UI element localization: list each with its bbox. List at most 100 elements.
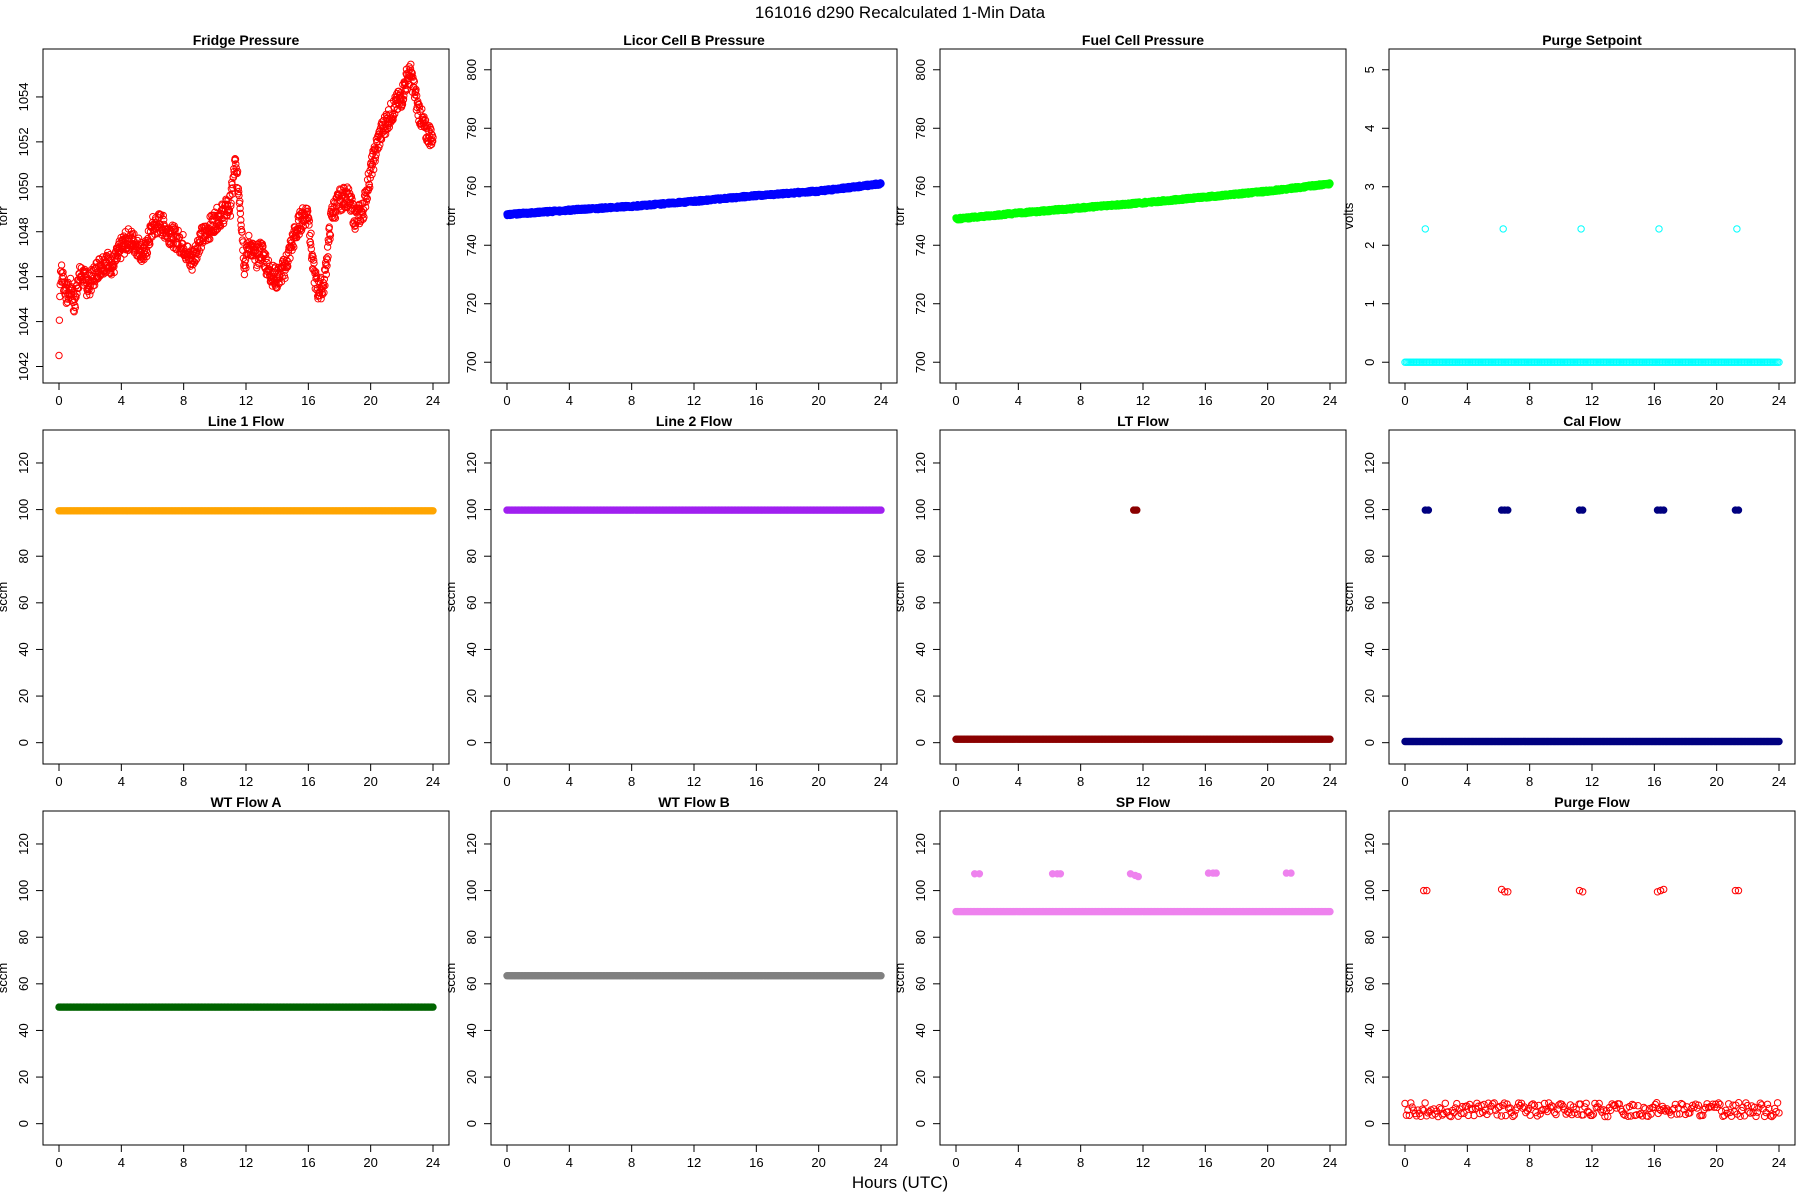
chart-fridge-pressure-y-axis-label: torr: [0, 206, 10, 226]
chart-fridge-pressure-point: [307, 241, 315, 249]
chart-fridge-pressure-point: [310, 256, 318, 264]
chart-line-2-flow-y-axis-label: sccm: [443, 582, 458, 612]
chart-fridge-pressure-x-tick-label: 16: [301, 393, 315, 408]
chart-cal-flow-y-tick-label: 0: [1362, 739, 1377, 746]
chart-line-2-flow-y-tick-label: 120: [464, 452, 479, 474]
chart-wt-flow-a-y-tick-label: 120: [16, 833, 31, 855]
figure-x-axis-label: Hours (UTC): [852, 1173, 948, 1192]
chart-fridge-pressure-point: [415, 103, 424, 111]
chart-fridge-pressure-point: [320, 289, 328, 297]
chart-fridge-pressure-point: [307, 229, 315, 238]
chart-lt-flow-event-point: [1133, 506, 1141, 514]
chart-fridge-pressure-x-tick-label: 8: [180, 393, 187, 408]
chart-fridge-pressure-point: [242, 250, 250, 259]
chart-fuel-cell-pressure-point: [1326, 180, 1334, 188]
chart-line-2-flow-y-tick-label: 80: [464, 549, 479, 563]
chart-lt-flow-x-tick-label: 12: [1136, 774, 1150, 789]
chart-fuel-cell-pressure-x-tick-label: 4: [1015, 393, 1022, 408]
chart-line-1-flow-y-tick-label: 40: [16, 642, 31, 656]
chart-fridge-pressure-point: [179, 231, 187, 239]
chart-cal-flow-event-point: [1579, 506, 1587, 514]
chart-fridge-pressure-point: [146, 240, 154, 249]
chart-cal-flow-y-axis-label: sccm: [1341, 582, 1356, 612]
chart-fridge-pressure-point: [301, 221, 310, 229]
chart-fridge-pressure-point: [371, 157, 379, 166]
chart-wt-flow-a-y-tick-label: 60: [16, 977, 31, 991]
chart-purge-setpoint-y-tick-label: 5: [1362, 66, 1377, 73]
chart-licor-cell-b-pressure-x-tick-label: 24: [874, 393, 888, 408]
chart-fridge-pressure-point: [360, 213, 368, 221]
chart-fridge-pressure-point: [197, 244, 206, 252]
chart-licor-cell-b-pressure-x-tick-label: 20: [811, 393, 825, 408]
chart-purge-setpoint-x-tick-label: 4: [1464, 393, 1471, 408]
chart-cal-flow-x-tick-label: 24: [1772, 774, 1786, 789]
chart-fridge-pressure-point: [232, 164, 240, 172]
chart-fridge-pressure-point: [287, 243, 296, 251]
chart-fuel-cell-pressure-x-tick-label: 24: [1323, 393, 1337, 408]
chart-fridge-pressure-point: [381, 130, 390, 138]
chart-line-1-flow-x-tick-label: 20: [363, 774, 377, 789]
chart-fridge-pressure-point: [227, 199, 235, 207]
chart-fridge-pressure-point: [145, 241, 153, 249]
chart-cal-flow-event-point: [1660, 506, 1668, 514]
chart-fridge-pressure-point: [306, 238, 314, 246]
chart-licor-cell-b-pressure-y-tick-label: 780: [464, 117, 479, 139]
chart-fridge-pressure-point: [284, 262, 292, 271]
chart-licor-cell-b-pressure-x-tick-label: 0: [503, 393, 510, 408]
chart-fuel-cell-pressure-x-tick-label: 0: [952, 393, 959, 408]
chart-fridge-pressure-point: [323, 256, 331, 264]
chart-wt-flow-a-y-tick-label: 40: [16, 1023, 31, 1037]
chart-fridge-pressure-point: [343, 183, 351, 191]
chart-fuel-cell-pressure-y-tick-label: 800: [913, 59, 928, 81]
chart-fridge-pressure-point: [325, 223, 333, 231]
chart-fridge-pressure-point: [348, 195, 356, 204]
chart-lt-flow-y-axis-label: sccm: [892, 582, 907, 612]
chart-line-1-flow-y-tick-label: 60: [16, 596, 31, 610]
chart-fridge-pressure-point: [321, 281, 329, 290]
chart-fridge-pressure-point: [242, 264, 250, 272]
chart-cal-flow-y-tick-label: 60: [1362, 596, 1377, 610]
chart-cal-flow-y-tick-label: 20: [1362, 689, 1377, 703]
chart-fridge-pressure-point: [253, 264, 261, 272]
chart-licor-cell-b-pressure-x-tick-label: 16: [749, 393, 763, 408]
chart-fuel-cell-pressure-y-tick-label: 780: [913, 117, 928, 139]
chart-fridge-pressure-point: [312, 275, 320, 283]
chart-fridge-pressure-x-tick-label: 12: [239, 393, 253, 408]
chart-line-1-flow-x-tick-label: 12: [239, 774, 253, 789]
chart-fridge-pressure-point: [234, 184, 243, 193]
chart-fridge-pressure-point: [427, 140, 436, 149]
chart-fuel-cell-pressure-y-tick-label: 720: [913, 293, 928, 315]
chart-fridge-pressure-point: [238, 228, 246, 236]
chart-cal-flow-event-point: [1424, 506, 1433, 514]
chart-fridge-pressure-point: [59, 268, 67, 276]
chart-line-1-flow-x-tick-label: 16: [301, 774, 315, 789]
chart-purge-setpoint-title: Purge Setpoint: [1542, 32, 1642, 48]
chart-purge-setpoint-x-tick-label: 24: [1772, 393, 1786, 408]
chart-fridge-pressure-point: [289, 241, 297, 250]
chart-licor-cell-b-pressure-y-axis-label: torr: [443, 206, 458, 226]
chart-purge-setpoint-y-axis-label: volts: [1341, 202, 1356, 229]
chart-cal-flow-x-tick-label: 8: [1526, 774, 1533, 789]
chart-fridge-pressure-point: [365, 181, 373, 189]
chart-purge-setpoint-y-tick-label: 1: [1362, 300, 1377, 307]
chart-fridge-pressure-point: [176, 244, 185, 252]
chart-wt-flow-a-y-tick-label: 0: [16, 1120, 31, 1127]
chart-fridge-pressure-point: [137, 241, 145, 249]
chart-cal-flow-event-point: [1504, 506, 1512, 514]
chart-line-1-flow-y-tick-label: 120: [16, 452, 31, 474]
chart-fridge-pressure-point: [400, 92, 408, 100]
chart-fuel-cell-pressure-x-tick-label: 16: [1198, 393, 1212, 408]
chart-fridge-pressure-point: [297, 227, 305, 235]
chart-fridge-pressure-point: [160, 215, 168, 224]
chart-fridge-pressure-point: [425, 122, 433, 130]
chart-fridge-pressure-point: [236, 204, 244, 213]
chart-fridge-pressure-point: [87, 286, 95, 295]
chart-purge-setpoint-x-tick-label: 0: [1401, 393, 1408, 408]
figure-title: 161016 d290 Recalculated 1-Min Data: [755, 3, 1046, 22]
chart-fridge-pressure-point: [260, 249, 269, 258]
chart-fridge-pressure-point: [321, 266, 329, 274]
chart-fridge-pressure-point: [276, 273, 284, 281]
chart-fridge-pressure-point: [366, 183, 374, 192]
chart-fridge-pressure-point: [341, 201, 349, 209]
